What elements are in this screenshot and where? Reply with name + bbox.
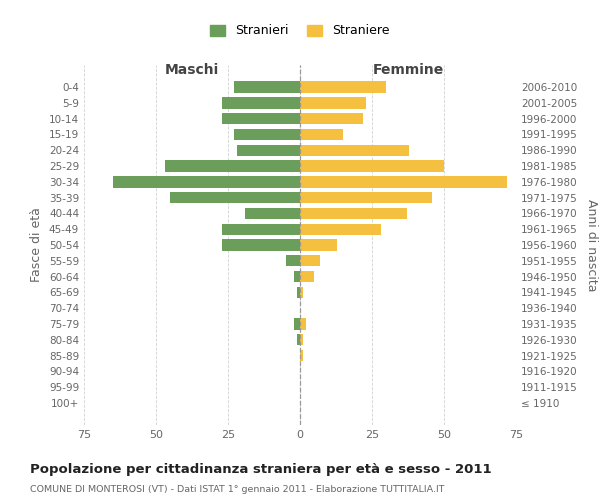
Bar (297, 286, 300, 298)
Bar (286, 255, 300, 266)
Legend: Stranieri, Straniere: Stranieri, Straniere (210, 24, 390, 38)
Bar (300, 271, 314, 282)
Bar (300, 192, 433, 203)
Bar (222, 113, 300, 124)
Bar (236, 144, 300, 156)
Bar (300, 128, 343, 140)
Bar (297, 334, 300, 345)
Bar (234, 82, 300, 92)
Bar (234, 128, 300, 140)
Bar (300, 240, 337, 250)
Bar (300, 350, 303, 362)
Bar (222, 224, 300, 235)
Bar (164, 160, 300, 172)
Bar (300, 113, 364, 124)
Bar (300, 334, 303, 345)
Bar (294, 318, 300, 330)
Text: COMUNE DI MONTEROSI (VT) - Dati ISTAT 1° gennaio 2011 - Elaborazione TUTTITALIA.: COMUNE DI MONTEROSI (VT) - Dati ISTAT 1°… (30, 485, 445, 494)
Bar (170, 192, 300, 203)
Y-axis label: Anni di nascita: Anni di nascita (584, 198, 598, 291)
Bar (300, 208, 407, 219)
Bar (113, 176, 300, 188)
Bar (300, 255, 320, 266)
Y-axis label: Fasce di età: Fasce di età (31, 208, 43, 282)
Bar (300, 176, 508, 188)
Bar (294, 271, 300, 282)
Bar (222, 240, 300, 250)
Text: Maschi: Maschi (165, 63, 219, 77)
Bar (300, 318, 306, 330)
Bar (300, 160, 444, 172)
Bar (300, 82, 386, 92)
Text: Popolazione per cittadinanza straniera per età e sesso - 2011: Popolazione per cittadinanza straniera p… (30, 462, 491, 475)
Bar (222, 97, 300, 108)
Bar (245, 208, 300, 219)
Bar (300, 224, 380, 235)
Bar (300, 144, 409, 156)
Bar (300, 286, 303, 298)
Bar (300, 97, 366, 108)
Text: Femmine: Femmine (373, 63, 443, 77)
